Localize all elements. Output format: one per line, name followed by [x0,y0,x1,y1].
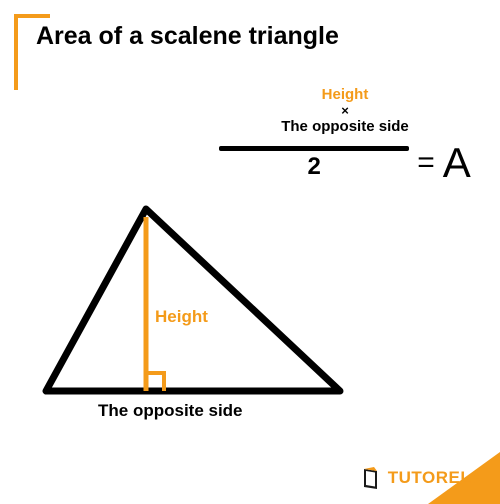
numerator-base: The opposite side [210,118,480,135]
area-formula: Height × The opposite side 2 = A [210,86,480,187]
brand-text: TUTORELA [388,468,484,488]
equals-sign: = [417,146,435,180]
book-icon [360,466,382,490]
fraction-bar [219,146,409,151]
corner-frame-left [14,14,18,90]
base-label: The opposite side [98,401,243,421]
triangle-diagram: Height The opposite side [30,205,360,435]
area-symbol: A [443,139,471,187]
corner-frame-top [14,14,50,18]
scalene-triangle [46,209,340,391]
fraction: 2 [219,146,409,181]
page-title: Area of a scalene triangle [36,22,339,51]
denominator: 2 [219,153,409,181]
numerator-height: Height [210,86,480,103]
mult-symbol: × [210,103,480,118]
height-label: Height [155,307,208,327]
brand-logo: TUTORELA [360,466,484,490]
